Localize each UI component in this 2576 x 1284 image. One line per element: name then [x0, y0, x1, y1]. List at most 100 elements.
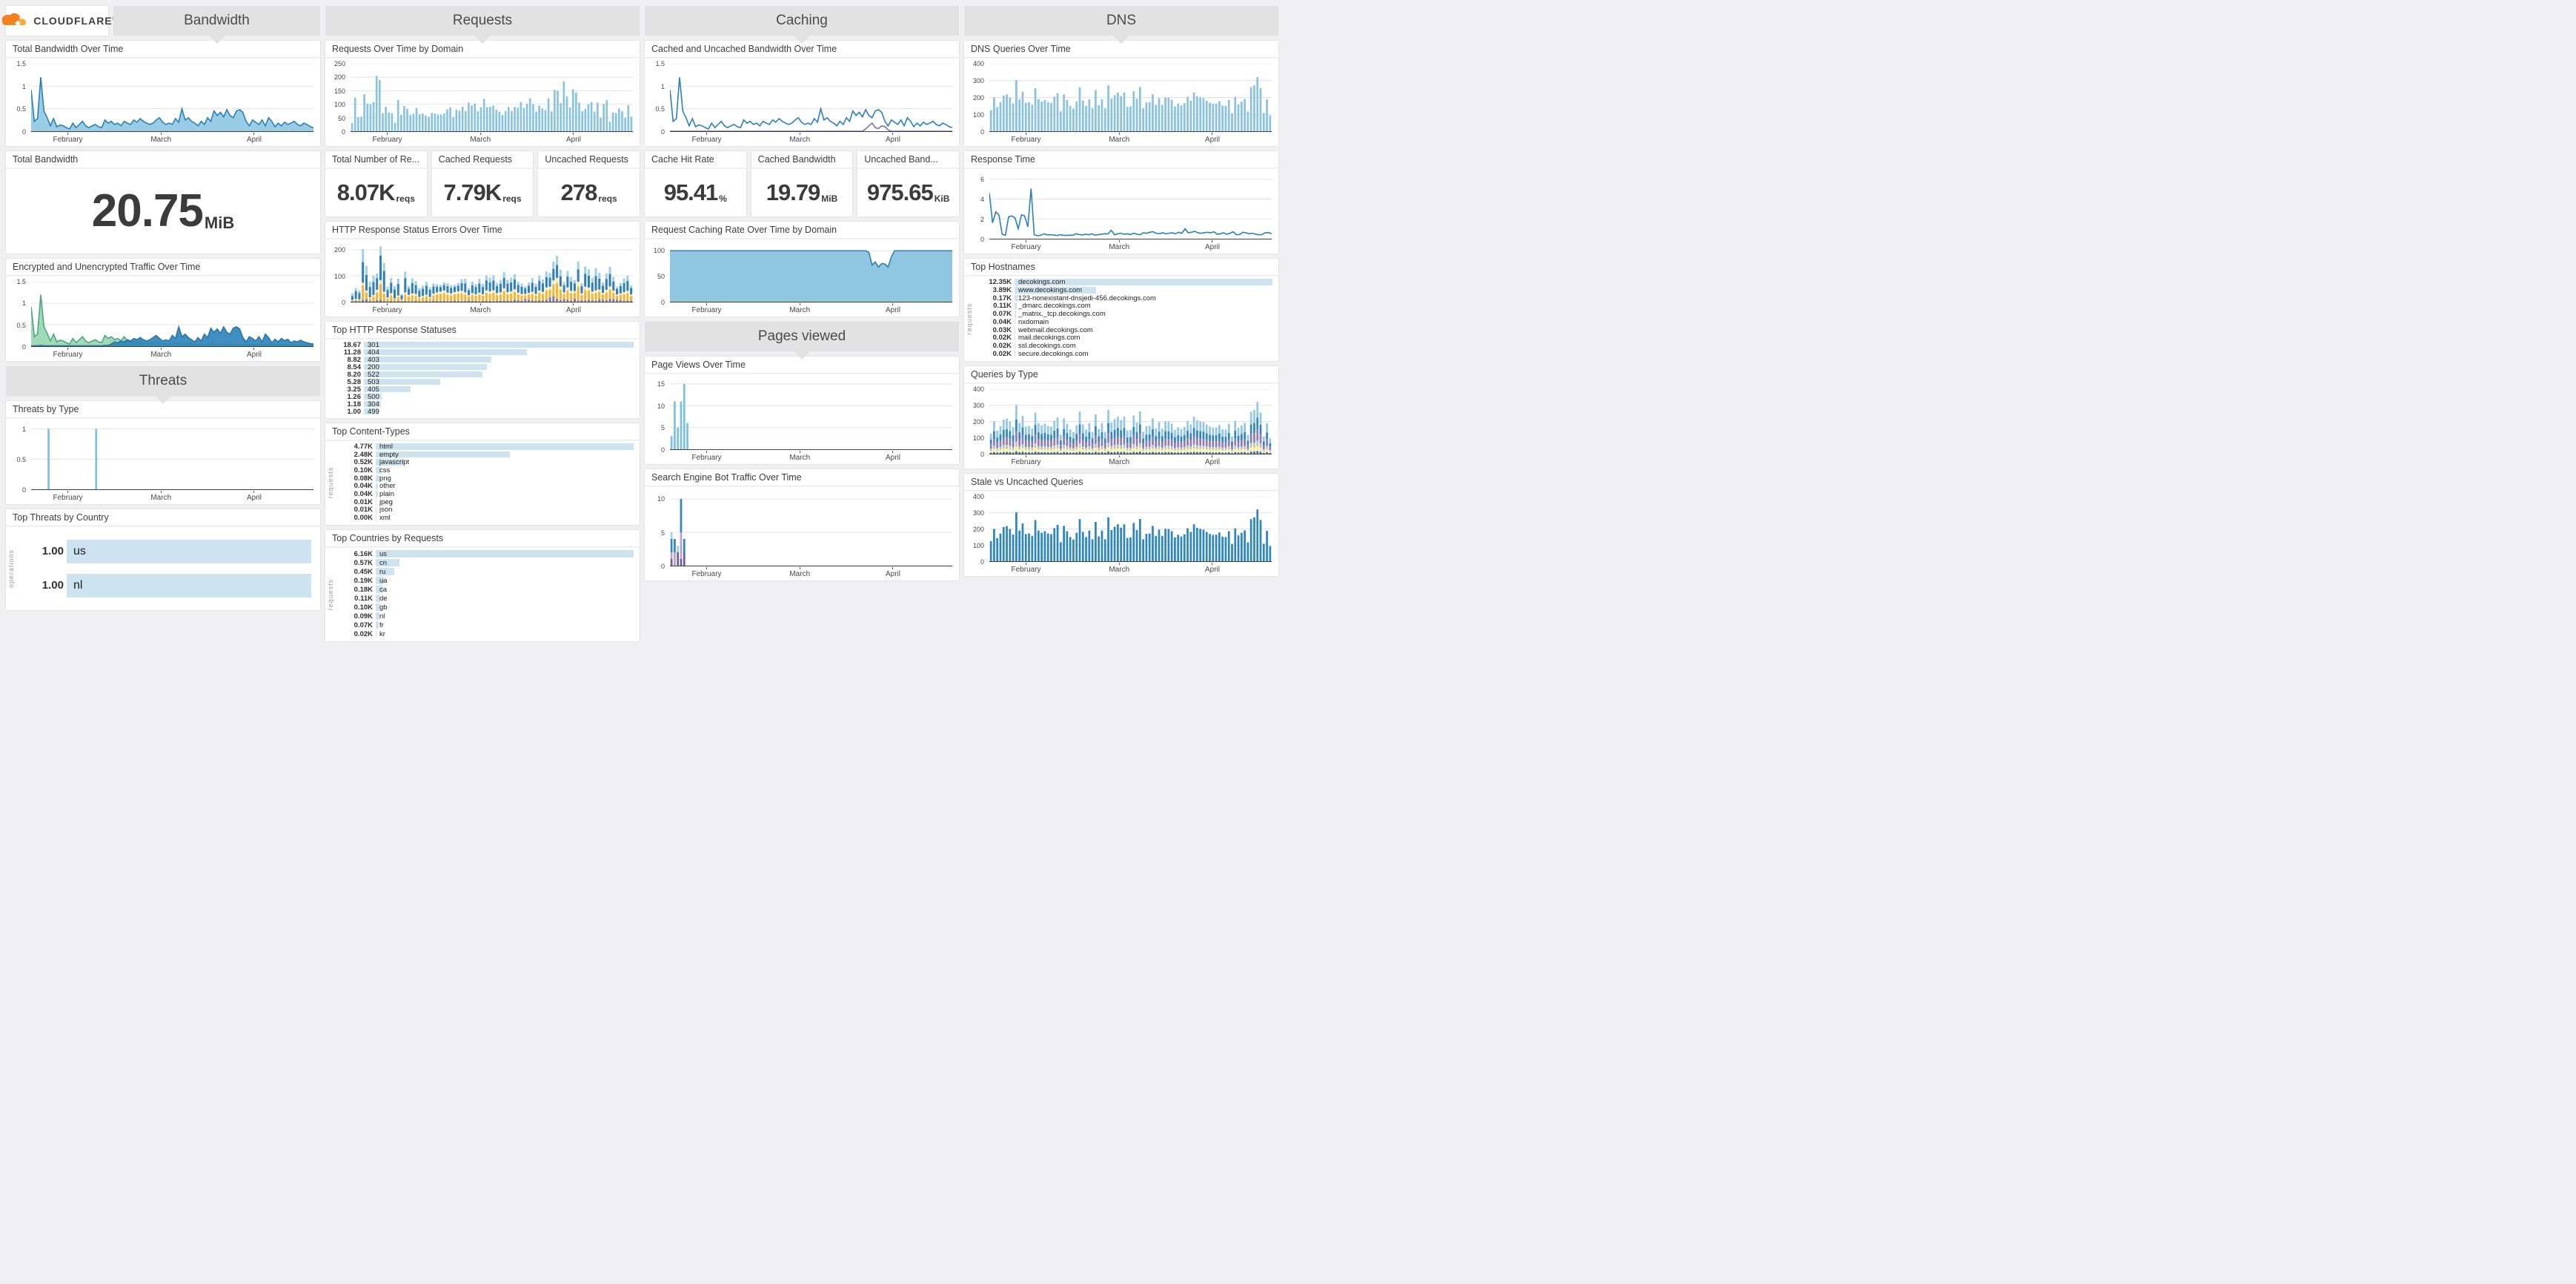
section-header-threats: Threats	[6, 366, 320, 404]
top-countries-list: requests 6.16K us 0.57K cn 0.45K ru 0.19K ua 0.18…	[325, 547, 640, 641]
panel-queries-by-type: Queries by Type 0 100 200 300 400 February Mar…	[964, 366, 1278, 469]
panel-title: Top Content-Types	[325, 423, 640, 440]
brand-text: CLOUDFLARE®	[33, 15, 116, 27]
panel-threats-by-type: Threats by Type 0 0.5 1 February March April	[6, 401, 320, 504]
panel-total-bandwidth-stat: Total Bandwidth 20.75 MiB	[6, 151, 320, 254]
dashboard: CLOUDFLARE® Bandwidth Total Bandwidth Ov…	[0, 0, 1288, 642]
panel-title: Encrypted and Unencrypted Traffic Over T…	[6, 259, 320, 276]
y-axis-label: requests	[327, 578, 334, 610]
section-header-dns: DNS	[964, 6, 1278, 44]
hbar-row: 0.07K _matrix._tcp.decokings.com	[992, 310, 1106, 319]
panel-cache-hit-rate-stat: Cache Hit Rate 95.41 %	[645, 151, 746, 216]
y-axis-label: requests	[327, 466, 334, 499]
hbar-row: 0.45K ru	[339, 567, 634, 576]
panel-title: Cache Hit Rate	[645, 151, 746, 168]
panel-title: Stale vs Uncached Queries	[964, 474, 1278, 491]
hbar-row: 0.00K xml	[353, 514, 391, 523]
hbar-row: 0.02K ssl.decokings.com	[992, 342, 1076, 351]
caching-column: Caching Cached and Uncached Bandwidth Ov…	[645, 6, 960, 636]
panel-title: Total Bandwidth Over Time	[6, 41, 320, 58]
hbar-row: 0.01K jpeg	[353, 497, 393, 506]
hbar-row: 0.03K webmail.decokings.com	[992, 325, 1093, 334]
hbar-row: 0.04K plain	[353, 490, 395, 499]
hbar-row: 0.02K kr	[353, 629, 385, 638]
threats-by-type-bar-chart: 0 0.5 1 February March April	[7, 419, 319, 503]
panel-title: Cached Bandwidth	[751, 151, 853, 168]
dns-column: DNS DNS Queries Over Time 0 100 200 300 400 F…	[964, 6, 1278, 636]
section-header-requests: Requests	[325, 6, 640, 44]
cloudflare-logo: CLOUDFLARE®	[1, 6, 116, 36]
hbar-row: 0.11K de	[354, 594, 388, 603]
panel-bot-traffic: Search Engine Bot Traffic Over Time 0 5 10…	[645, 469, 959, 580]
hbar-row: 8.82 403	[327, 356, 634, 364]
section-header-caching: Caching	[645, 6, 959, 44]
hbar-row: 0.02K secure.decokings.com	[992, 350, 1089, 359]
panel-caching-rate: Request Caching Rate Over Time by Domain…	[645, 222, 959, 317]
hbar-row: 0.01K json	[353, 506, 393, 514]
hbar-row: 18.67 301	[327, 341, 634, 349]
panel-title: Total Number of Re...	[325, 151, 427, 168]
cached-uncached-line-chart: 0 0.5 1 1.5 February March April	[646, 59, 957, 145]
http-errors-stacked-chart: 0 100 200 February March April	[327, 239, 638, 316]
panel-uncached-requests-stat: Uncached Requests 278 reqs	[538, 151, 640, 216]
panel-total-bandwidth-over-time: Total Bandwidth Over Time 0 0.5 1 1.5 Februa…	[6, 41, 320, 146]
panel-top-hostnames: Top Hostnames requests 12.35K decokings.co…	[964, 259, 1278, 361]
panel-top-threats-by-country: Top Threats by Country operations 1.00 us 1…	[6, 509, 320, 610]
hbar-row: 0.17K 123-nonexistant-dnsjedi-456.decokin…	[992, 294, 1156, 302]
panel-title: Search Engine Bot Traffic Over Time	[645, 469, 959, 486]
y-axis-label: requests	[966, 302, 973, 334]
queries-by-type-stacked-chart: 0 100 200 300 400 February March April	[966, 384, 1277, 468]
panel-requests-over-time: Requests Over Time by Domain 0 50 100 150 20…	[325, 41, 640, 146]
panel-title: Uncached Band...	[857, 151, 960, 168]
hbar-row: 0.57K cn	[339, 558, 634, 567]
hbar-row: 0.04K nxdomain	[992, 317, 1049, 326]
panel-title: Cached Requests	[431, 151, 534, 168]
panel-title: Top HTTP Response Statuses	[325, 322, 640, 339]
panel-stale-queries: Stale vs Uncached Queries 0 100 200 300 400 F…	[964, 474, 1278, 576]
panel-dns-queries: DNS Queries Over Time 0 100 200 300 400 Febru…	[964, 41, 1278, 146]
total-requests-value: 8.07K reqs	[336, 179, 415, 205]
panel-top-statuses: Top HTTP Response Statuses 18.67 301 11.28…	[325, 322, 640, 418]
encrypted-traffic-area-chart: 0 0.5 1 1.5 February March April	[7, 277, 319, 360]
response-time-line-chart: 0 2 4 6 February March April	[966, 169, 1277, 253]
panel-title: Queries by Type	[964, 366, 1278, 383]
panel-total-requests-stat: Total Number of Re... 8.07K reqs	[325, 151, 427, 216]
hbar-row: 3.25 405	[327, 385, 634, 394]
cloudflare-cloud-icon	[1, 13, 27, 26]
hbar-row: 5.28 503	[327, 378, 634, 386]
hbar-row: 0.19K ua	[353, 576, 388, 585]
panel-title: Top Hostnames	[964, 259, 1278, 276]
hbar-row: 0.10K css	[353, 466, 391, 474]
requests-bar-chart: 0 50 100 150 200 250 February March April	[327, 59, 638, 145]
hbar-row: 0.07K fr	[353, 621, 384, 629]
hbar-row: 0.09K nl	[353, 612, 385, 621]
panel-title: Threats by Type	[6, 401, 320, 418]
section-header-bandwidth: Bandwidth	[113, 6, 320, 44]
panel-title: Cached and Uncached Bandwidth Over Time	[645, 41, 959, 58]
total-bandwidth-value: 20.75 MiB	[91, 185, 235, 236]
hbar-row: 3.89K www.decokings.com	[977, 286, 1272, 294]
panel-top-content-types: Top Content-Types requests 4.77K html 2.48K…	[325, 423, 640, 525]
hbar-row: 4.77K html	[339, 443, 634, 451]
panel-encrypted-traffic: Encrypted and Unencrypted Traffic Over T…	[6, 259, 320, 361]
caching-rate-area-chart: 0 50 100 February March April	[646, 239, 957, 316]
panel-title: Uncached Requests	[538, 151, 640, 168]
panel-title: Top Countries by Requests	[325, 530, 640, 547]
panel-title: Requests Over Time by Domain	[325, 41, 640, 58]
panel-title: Total Bandwidth	[6, 151, 320, 168]
y-axis-label: operations	[7, 549, 15, 588]
hbar-row: 0.11K _dmarc.decokings.com	[993, 302, 1091, 311]
hbar-row: 2.48K empty	[339, 451, 634, 459]
top-threats-by-country-list: operations 1.00 us 1.00 nl	[6, 526, 320, 610]
hbar-row: 0.02K mail.decokings.com	[992, 334, 1080, 342]
hbar-row: 1.00 nl	[27, 572, 311, 599]
panel-title: Request Caching Rate Over Time by Domain	[645, 222, 959, 239]
hbar-row: 0.18K ca	[353, 585, 388, 594]
hbar-row: 8.20 522	[327, 371, 634, 379]
cache-hit-rate-value: 95.41 %	[663, 179, 727, 205]
panel-cached-bandwidth-stat: Cached Bandwidth 19.79 MiB	[751, 151, 853, 216]
page-views-bar-chart: 0 5 10 15 February March April	[646, 374, 957, 463]
top-hostnames-list: requests 12.35K decokings.com 3.89K www.deco…	[964, 276, 1278, 361]
bot-traffic-stacked-chart: 0 5 10 February March April	[646, 487, 957, 580]
